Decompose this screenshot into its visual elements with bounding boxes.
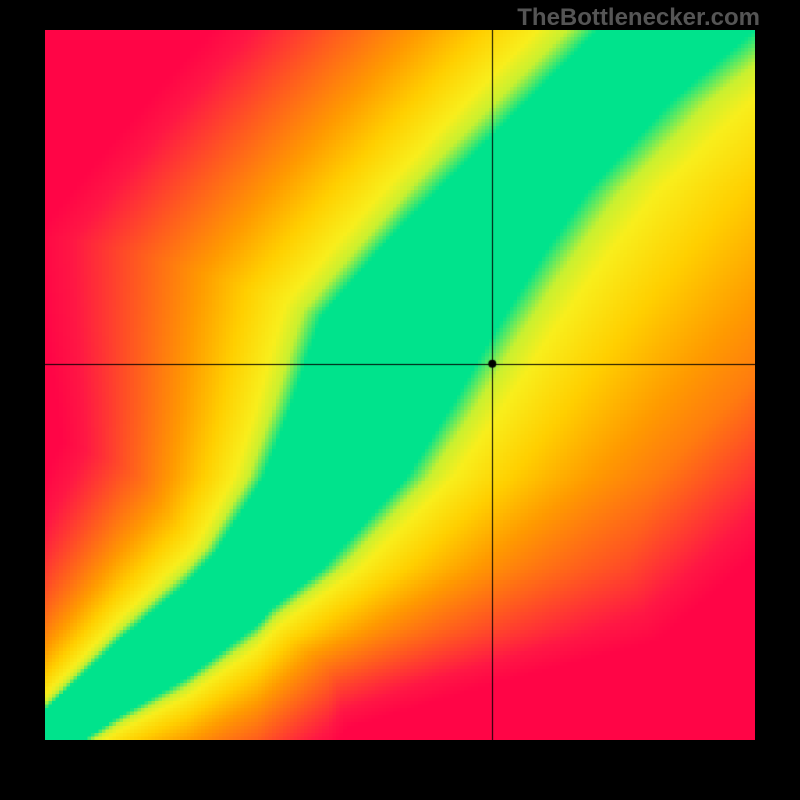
crosshair-overlay xyxy=(45,30,755,740)
watermark-text: TheBottlenecker.com xyxy=(517,4,760,32)
